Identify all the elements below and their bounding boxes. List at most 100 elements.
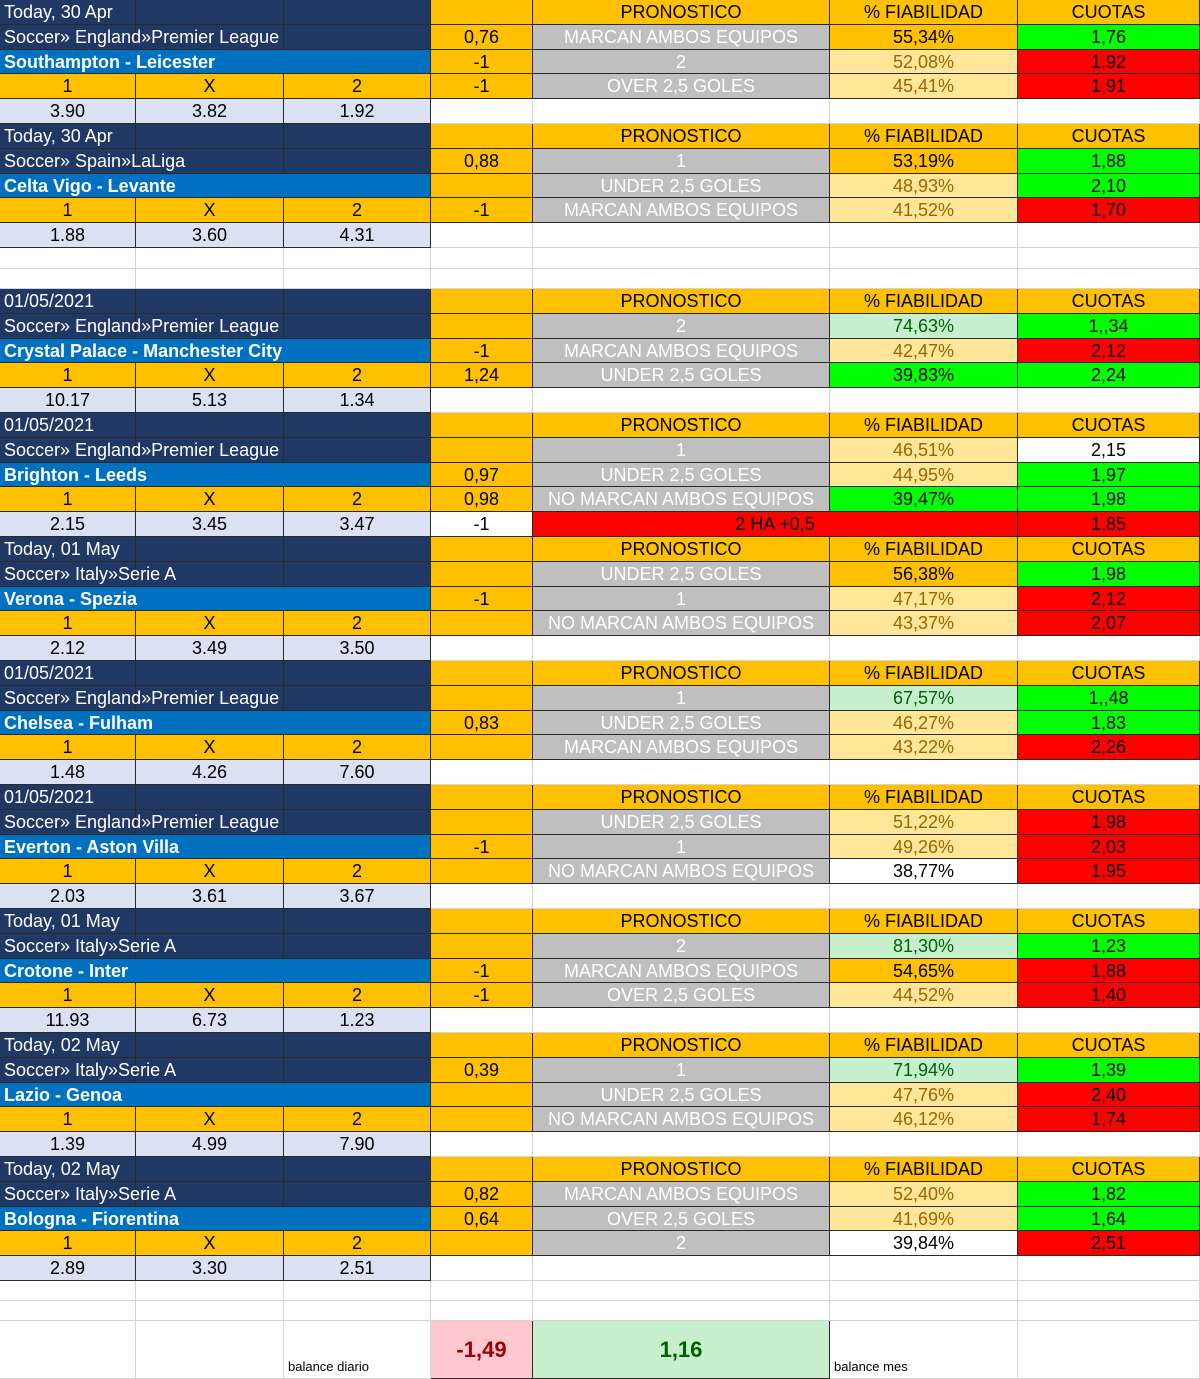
- reliability: 46,27%: [830, 710, 1018, 736]
- reliability: 44,52%: [830, 983, 1018, 1009]
- header-cell: [136, 785, 284, 810]
- market-odds: 2.03: [0, 884, 136, 909]
- column-header: % FIABILIDAD: [830, 1157, 1018, 1182]
- header-cell: [136, 289, 284, 314]
- odds-value: 2,10: [1018, 173, 1200, 199]
- odds-value: 2,24: [1018, 363, 1200, 389]
- league-cell: [284, 1057, 431, 1083]
- empty-cell: [1018, 223, 1200, 248]
- reliability: 39,47%: [830, 487, 1018, 513]
- prediction: 1: [533, 148, 830, 174]
- empty-cell: [431, 1281, 533, 1301]
- stake-value: [431, 735, 533, 761]
- outcome-label: X: [136, 363, 284, 389]
- league-cell: [284, 148, 431, 174]
- odds-value: 1,95: [1018, 859, 1200, 885]
- odds-value: 1,82: [1018, 1181, 1200, 1207]
- outcome-label: X: [136, 859, 284, 885]
- outcome-label: X: [136, 611, 284, 637]
- header-cell: [284, 1033, 431, 1058]
- match-date: 01/05/2021: [0, 785, 136, 810]
- odds-value: 2,51: [1018, 1231, 1200, 1257]
- column-header: % FIABILIDAD: [830, 1033, 1018, 1058]
- league: Soccer» Italy»Serie A: [0, 1057, 176, 1083]
- odds-value: 1,70: [1018, 198, 1200, 224]
- empty-cell: [0, 268, 136, 289]
- match-name: Chelsea - Fulham: [0, 710, 431, 736]
- monthly-balance: 1,16: [533, 1321, 830, 1379]
- reliability: 52,08%: [830, 49, 1018, 75]
- league-cell: [284, 809, 431, 835]
- column-header: CUOTAS: [1018, 413, 1200, 438]
- market-odds: 2.15: [0, 512, 136, 537]
- empty-cell: [533, 760, 830, 785]
- stake-value: [431, 611, 533, 637]
- market-odds: 3.45: [136, 512, 284, 537]
- empty-cell: [284, 248, 431, 269]
- column-header: PRONOSTICO: [533, 0, 830, 25]
- reliability: 43,22%: [830, 735, 1018, 761]
- empty-cell: [1018, 1301, 1200, 1321]
- match-name: Southampton - Leicester: [0, 49, 431, 75]
- empty-cell: [533, 884, 830, 909]
- match-name: Lazio - Genoa: [0, 1082, 431, 1108]
- market-odds: 3.60: [136, 223, 284, 248]
- stake-value: -1: [431, 834, 533, 860]
- column-header: % FIABILIDAD: [830, 661, 1018, 686]
- market-odds: 2.12: [0, 636, 136, 661]
- header-cell: [431, 124, 533, 149]
- prediction: MARCAN AMBOS EQUIPOS: [533, 1181, 830, 1207]
- reliability: 39,83%: [830, 363, 1018, 389]
- league-cell: [136, 437, 284, 463]
- match-name: Brighton - Leeds: [0, 462, 431, 488]
- prediction: NO MARCAN AMBOS EQUIPOS: [533, 859, 830, 885]
- header-cell: [284, 124, 431, 149]
- stake-value: -1: [431, 338, 533, 364]
- reliability: 42,47%: [830, 338, 1018, 364]
- stake-value: [431, 859, 533, 885]
- empty-cell: [830, 1132, 1018, 1157]
- reliability: 74,63%: [830, 313, 1018, 339]
- column-header: CUOTAS: [1018, 289, 1200, 314]
- market-odds: 7.90: [284, 1132, 431, 1157]
- prediction: UNDER 2,5 GOLES: [533, 1082, 830, 1108]
- empty-cell: [830, 760, 1018, 785]
- league: Soccer» Italy»Serie A: [0, 933, 176, 959]
- daily-balance: -1,49: [431, 1321, 533, 1379]
- column-header: CUOTAS: [1018, 1157, 1200, 1182]
- league-cell: [284, 685, 431, 711]
- empty-cell: [1018, 1281, 1200, 1301]
- empty-cell: [136, 1321, 284, 1379]
- reliability: 54,65%: [830, 958, 1018, 984]
- reliability: 45,41%: [830, 74, 1018, 100]
- market-odds: 2.51: [284, 1256, 431, 1281]
- market-odds: 1.34: [284, 388, 431, 413]
- empty-cell: [1018, 1321, 1200, 1379]
- prediction: MARCAN AMBOS EQUIPOS: [533, 735, 830, 761]
- match-date: Today, 30 Apr: [0, 0, 136, 25]
- header-cell: [431, 413, 533, 438]
- market-odds: 3.47: [284, 512, 431, 537]
- header-cell: [431, 909, 533, 934]
- stake-value: [431, 809, 533, 835]
- prediction: UNDER 2,5 GOLES: [533, 462, 830, 488]
- empty-cell: [1018, 388, 1200, 413]
- stake-value: [431, 1107, 533, 1133]
- odds-value: 2,03: [1018, 834, 1200, 860]
- outcome-label: 2: [284, 1231, 431, 1257]
- header-cell: [431, 289, 533, 314]
- reliability: 53,19%: [830, 148, 1018, 174]
- stake-value: [431, 561, 533, 587]
- column-header: PRONOSTICO: [533, 661, 830, 686]
- odds-value: 1,76: [1018, 24, 1200, 50]
- odds-value: 1,64: [1018, 1206, 1200, 1232]
- empty-cell: [533, 99, 830, 124]
- league: Soccer» Italy»Serie A: [0, 1181, 176, 1207]
- prediction: 1: [533, 834, 830, 860]
- empty-cell: [533, 1008, 830, 1033]
- odds-value: 1,83: [1018, 710, 1200, 736]
- empty-cell: [533, 1301, 830, 1321]
- empty-cell: [431, 760, 533, 785]
- match-date: Today, 01 May: [0, 909, 136, 934]
- outcome-label: 2: [284, 487, 431, 513]
